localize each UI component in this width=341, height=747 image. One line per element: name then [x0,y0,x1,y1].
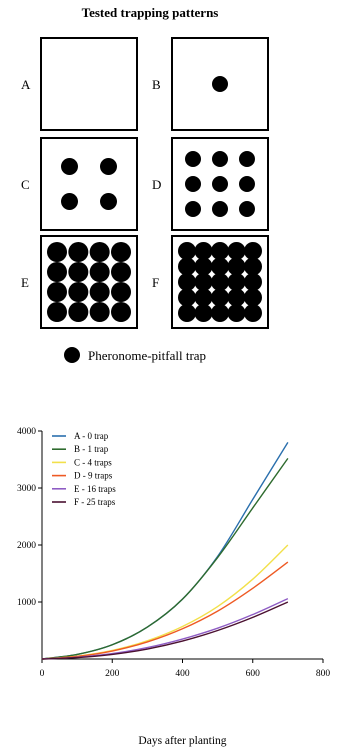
trap-dot [68,302,89,322]
y-tick-label: 1000 [17,598,36,608]
trap-dot [47,262,67,282]
trap-dot [244,242,262,260]
pattern-box-e [40,235,138,329]
trap-dot [194,288,213,307]
trap-dot [239,176,255,192]
pattern-box-b [171,37,269,131]
trap-dot [111,302,131,322]
x-tick-label: 800 [316,669,331,679]
trap-dot [211,288,229,307]
trap-dot [194,273,213,291]
trap-dot [239,151,255,167]
trap-dot [185,176,201,192]
trap-dot [89,302,110,322]
trap-dot [227,288,246,307]
legend-label-6: F - 25 traps [74,497,116,507]
trap-dot [89,242,110,262]
pattern-label-e: E [21,275,29,290]
pattern-box-f [171,235,269,329]
trap-dot [111,262,131,282]
trap-dot [244,273,262,291]
trap-dot [211,304,229,322]
pattern-label-f: F [152,275,159,290]
pattern-label-b: B [152,77,161,92]
trap-dot [212,76,228,92]
trap-dot [244,257,262,276]
trap-dot [68,282,89,302]
trap-dot [178,273,196,291]
trap-dot [47,242,67,262]
y-tick-label: 3000 [17,484,36,494]
legend-label-4: D - 9 traps [74,471,113,481]
trap-dot [244,288,262,307]
legend-label-2: B - 1 trap [74,444,109,454]
trap-dot [211,273,229,291]
pattern-box-a [40,37,138,131]
trap-dot [61,193,78,210]
x-tick-label: 200 [105,669,120,679]
trap-dot [211,257,229,276]
x-tick-label: 400 [175,669,190,679]
trap-dot [68,242,89,262]
trap-dot [111,282,131,302]
trap-dot [178,304,196,322]
x-axis-label: Days after planting [138,735,226,747]
pattern-label-a: A [21,77,31,92]
trap-dot [227,304,246,322]
trap-dot [244,304,262,322]
trap-dot [68,262,89,282]
pattern-box-c [40,137,138,231]
pattern-label-d: D [152,177,161,192]
trap-dot [100,158,117,175]
trap-dot [47,282,67,302]
trap-dot [212,201,228,217]
series-line-3 [41,544,289,660]
y-tick-label: 2000 [17,541,36,551]
trap-dot [212,176,228,192]
trap-dot [47,302,67,322]
legend-label-3: C - 4 traps [74,457,112,467]
trap-dot [194,257,213,276]
trap-dot [211,242,229,260]
trap-dot [227,257,246,276]
trap-dot [227,273,246,291]
trap-dot [212,151,228,167]
y-tick-label: 4000 [17,427,36,437]
legend-label-1: A - 0 trap [74,431,109,441]
trap-dot [194,242,213,260]
trap-dot [178,257,196,276]
pattern-box-d [171,137,269,231]
x-tick-label: 0 [40,669,45,679]
trap-dot [61,158,78,175]
series-line-4 [41,561,289,660]
trap-dot [178,288,196,307]
trap-dot [227,242,246,260]
trap-legend-icon [64,347,80,363]
trap-dot [239,201,255,217]
x-tick-label: 600 [246,669,261,679]
legend-label-5: E - 16 traps [74,484,116,494]
series-line-2 [41,457,289,660]
trap-dot [111,242,131,262]
pattern-label-c: C [21,177,30,192]
trap-dot [100,193,117,210]
trap-dot [89,282,110,302]
figure-title: Tested trapping patterns [82,5,219,20]
trap-dot [185,151,201,167]
trap-legend-label: Pheronome-pitfall trap [88,348,206,363]
trap-dot [194,304,213,322]
trapping-patterns: A B C D E F [21,37,269,329]
series-line-6 [41,601,289,660]
trap-dot [185,201,201,217]
trap-dot [178,242,196,260]
series-line-5 [41,597,289,660]
growth-chart: 0 200 400 600 800 1000 2000 3000 4000 Days after … [17,427,330,747]
trap-dot [89,262,110,282]
